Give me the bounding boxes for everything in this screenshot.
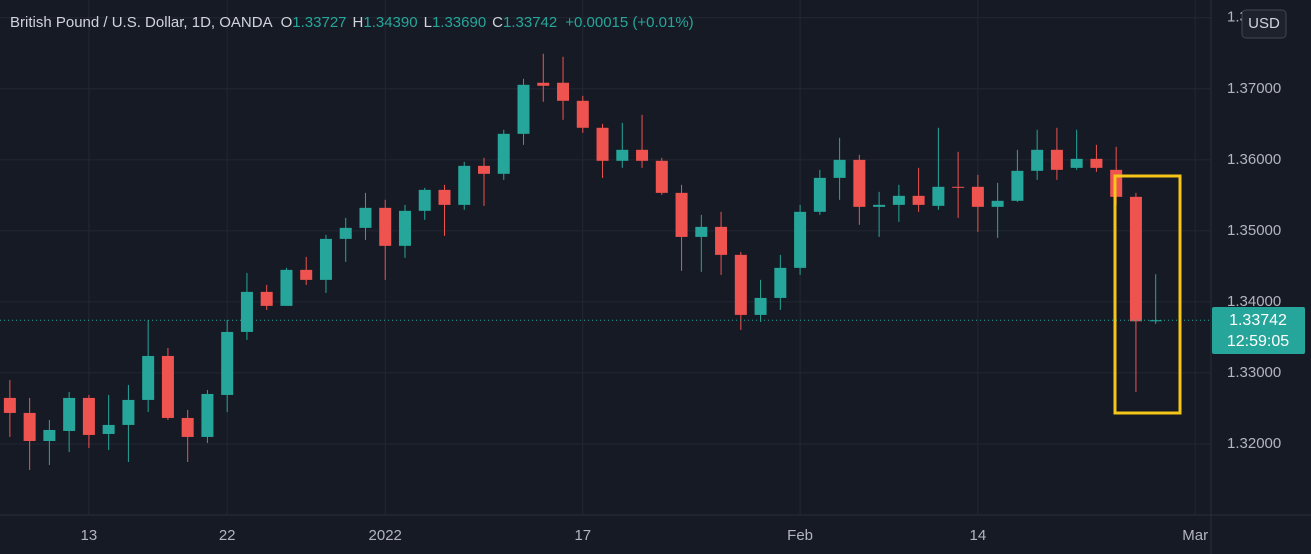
price-label-box xyxy=(1212,307,1305,354)
candle-body xyxy=(537,82,550,86)
legend-change: +0.00015 (+0.01%) xyxy=(565,14,693,31)
highlight-box xyxy=(1113,174,1182,415)
currency-label[interactable]: USD xyxy=(1248,15,1280,32)
legend-key: O xyxy=(281,14,293,31)
candle-body xyxy=(418,189,431,211)
candle-body xyxy=(853,159,866,207)
candle-body xyxy=(398,210,411,246)
legend-key: H xyxy=(353,14,364,31)
candle-body xyxy=(379,207,392,246)
y-tick-label: 1.34000 xyxy=(1227,293,1281,310)
legend: British Pound / U.S. Dollar, 1D, OANDA O1… xyxy=(10,14,694,31)
candle-body xyxy=(240,291,253,332)
y-tick-label: 1.37000 xyxy=(1227,80,1281,97)
candle-body xyxy=(497,133,510,174)
legend-key: L xyxy=(424,14,432,31)
x-tick-label: 22 xyxy=(219,527,236,544)
candle-body xyxy=(892,195,905,205)
candle-body xyxy=(695,226,708,237)
candle-body xyxy=(596,127,609,161)
candle-body xyxy=(1090,158,1103,168)
candle-body xyxy=(82,397,95,435)
candle-body xyxy=(912,195,925,205)
candle-body xyxy=(63,397,76,431)
candle-body xyxy=(458,165,471,205)
candle-body xyxy=(102,424,115,434)
legend-key: C xyxy=(492,14,503,31)
candle-body xyxy=(478,165,491,174)
candle-body xyxy=(655,160,668,193)
legend-value: 1.33727 xyxy=(292,14,346,31)
candle-body xyxy=(23,412,36,441)
candle-body xyxy=(734,254,747,315)
candle-body xyxy=(675,192,688,237)
candle-body xyxy=(438,189,451,205)
legend-value: 1.33742 xyxy=(503,14,557,31)
legend-title: British Pound / U.S. Dollar, 1D, OANDA xyxy=(10,14,273,31)
x-tick-label: Feb xyxy=(787,527,813,544)
y-tick-label: 1.32000 xyxy=(1227,435,1281,452)
candle-body xyxy=(339,227,352,239)
candle-body xyxy=(221,331,234,395)
candle-body xyxy=(43,429,56,441)
candle-body xyxy=(1050,149,1063,170)
candle-body xyxy=(1011,170,1024,201)
candle-body xyxy=(557,82,570,101)
x-tick-label: 17 xyxy=(574,527,591,544)
y-tick-label: 1.35000 xyxy=(1227,222,1281,239)
candle-body xyxy=(359,207,372,228)
candle-body xyxy=(952,186,965,188)
candle-body xyxy=(932,186,945,206)
candle-body xyxy=(1129,196,1142,322)
candle-body xyxy=(873,204,886,207)
candle-body xyxy=(300,269,313,280)
candle-body xyxy=(161,355,174,418)
x-tick-label: 13 xyxy=(81,527,98,544)
candle-body xyxy=(122,399,135,425)
candle-body xyxy=(813,177,826,212)
candle-body xyxy=(181,417,194,437)
candle-body xyxy=(201,393,214,437)
candle-body xyxy=(142,355,155,400)
candle-body xyxy=(774,267,787,298)
candle-body xyxy=(833,159,846,178)
candle-body xyxy=(636,149,649,161)
candles xyxy=(0,53,1211,470)
candle-body xyxy=(1031,149,1044,171)
candle-body xyxy=(260,291,273,306)
candle-body xyxy=(991,200,1004,207)
candle-body xyxy=(319,238,332,280)
x-tick-label: 2022 xyxy=(369,527,402,544)
candle-body xyxy=(794,211,807,268)
currency-button[interactable] xyxy=(1241,9,1287,39)
x-tick-label: 14 xyxy=(970,527,987,544)
candle-body xyxy=(1149,320,1162,322)
candle-body xyxy=(754,297,767,315)
candle-body xyxy=(3,397,16,413)
candle-body xyxy=(616,149,629,161)
candle-body xyxy=(576,100,589,128)
candle-body xyxy=(971,186,984,207)
x-tick-label: Mar xyxy=(1182,527,1208,544)
last-price: 1.33742 xyxy=(1229,312,1287,329)
candle-body xyxy=(715,226,728,255)
candle-body xyxy=(1070,158,1083,168)
y-tick-label: 1.33000 xyxy=(1227,364,1281,381)
legend-value: 1.33690 xyxy=(432,14,486,31)
candle-body xyxy=(280,269,293,306)
candle-body xyxy=(517,84,530,134)
y-tick-label: 1.36000 xyxy=(1227,151,1281,168)
legend-value: 1.34390 xyxy=(363,14,417,31)
countdown: 12:59:05 xyxy=(1227,333,1289,350)
